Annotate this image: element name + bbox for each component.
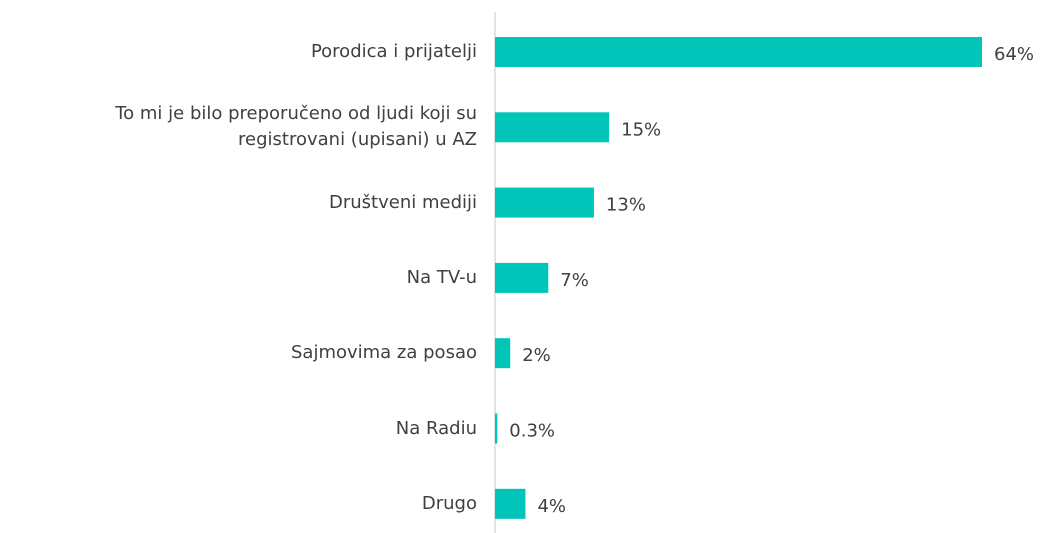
- bar: [495, 413, 498, 444]
- bar: [495, 488, 526, 519]
- category-label: Porodica i prijatelji: [310, 41, 477, 62]
- bar: [495, 37, 982, 67]
- value-label: 0.3%: [509, 421, 555, 442]
- value-label: 2%: [522, 345, 551, 366]
- value-label: 13%: [606, 195, 646, 216]
- value-label: 64%: [994, 44, 1034, 65]
- value-label: 15%: [621, 119, 661, 140]
- bar: [495, 112, 610, 143]
- category-label: Sajmovima za posao: [290, 342, 477, 364]
- value-label: 4%: [537, 496, 566, 517]
- category-label: Na Radiu: [395, 417, 477, 439]
- bar: [495, 338, 511, 369]
- category-label: Na TV-u: [406, 266, 477, 288]
- bar: [495, 262, 549, 293]
- value-label: 7%: [560, 270, 589, 291]
- category-label: Društveni mediji: [329, 191, 477, 213]
- category-label: Drugo: [421, 492, 477, 514]
- category-label: To mi je bilo preporučeno od ljudi koji …: [115, 103, 477, 151]
- bar: [495, 187, 594, 218]
